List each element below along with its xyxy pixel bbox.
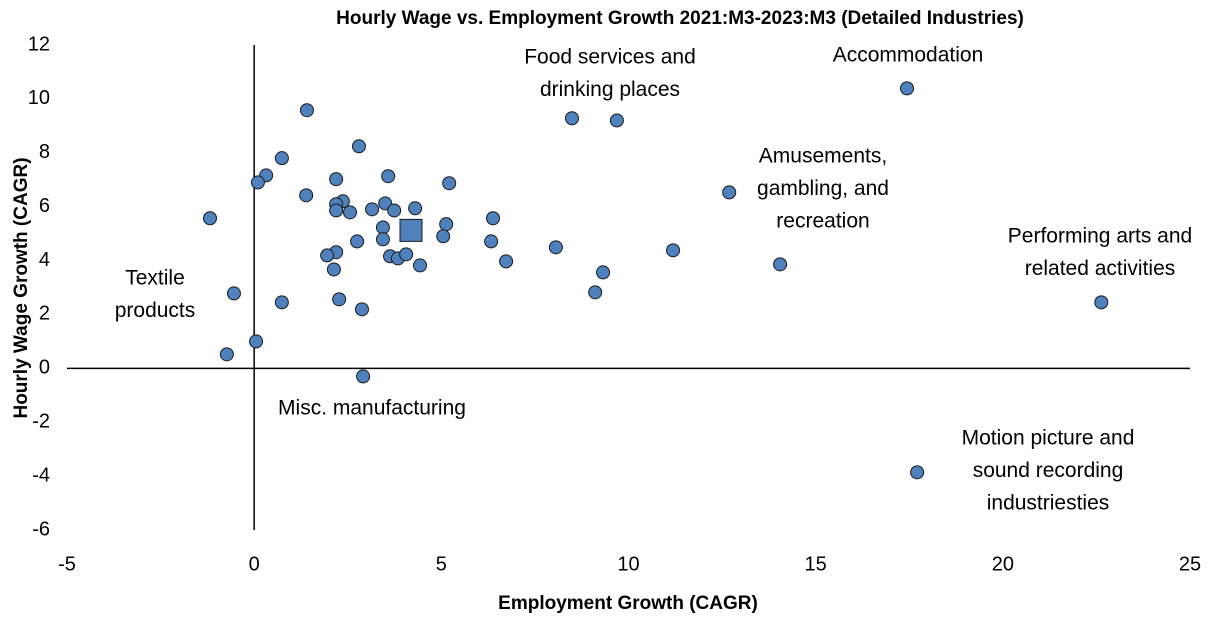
x-tick-label: 5 bbox=[436, 553, 447, 575]
annotation: Accommodation bbox=[833, 44, 984, 67]
point bbox=[226, 286, 241, 301]
point bbox=[354, 302, 369, 317]
point bbox=[484, 234, 499, 249]
annotation: Textile bbox=[125, 267, 185, 290]
annotation: Performing arts and bbox=[1008, 225, 1192, 248]
point bbox=[249, 334, 264, 349]
point bbox=[375, 220, 390, 235]
point bbox=[365, 202, 380, 217]
point bbox=[250, 175, 265, 190]
point bbox=[274, 295, 289, 310]
point bbox=[910, 465, 925, 480]
point bbox=[375, 232, 390, 247]
annotation: Misc. manufacturing bbox=[278, 397, 466, 420]
point bbox=[399, 247, 414, 262]
point bbox=[350, 234, 365, 249]
y-tick-label: -4 bbox=[32, 464, 50, 486]
point bbox=[274, 151, 289, 166]
point bbox=[299, 103, 314, 118]
point bbox=[722, 185, 737, 200]
point bbox=[320, 248, 335, 263]
x-tick-label: 20 bbox=[992, 553, 1014, 575]
x-tick-label: 15 bbox=[805, 553, 827, 575]
x-tick-label: 0 bbox=[249, 553, 260, 575]
y-tick-label: 8 bbox=[39, 141, 50, 163]
point bbox=[666, 243, 681, 258]
point bbox=[442, 176, 457, 191]
x-tick-label: 25 bbox=[1179, 553, 1201, 575]
x-axis-label: Employment Growth (CAGR) bbox=[498, 593, 758, 614]
y-tick-label: 6 bbox=[39, 195, 50, 217]
annotation: drinking places bbox=[540, 78, 680, 101]
point bbox=[326, 262, 341, 277]
annotation: recreation bbox=[776, 210, 869, 233]
y-tick-label: 2 bbox=[39, 303, 50, 325]
x-tick-label: 10 bbox=[617, 553, 639, 575]
point bbox=[900, 81, 915, 96]
point bbox=[342, 205, 357, 220]
point bbox=[329, 203, 344, 218]
point bbox=[356, 369, 371, 384]
point bbox=[408, 201, 423, 216]
point bbox=[588, 285, 603, 300]
annotation: industriesties bbox=[987, 492, 1110, 515]
x-tick-label: -5 bbox=[58, 553, 76, 575]
point bbox=[609, 113, 624, 128]
point bbox=[485, 211, 500, 226]
point bbox=[596, 265, 611, 280]
point bbox=[332, 292, 347, 307]
point bbox=[548, 240, 563, 255]
annotation: Food services and bbox=[524, 46, 696, 69]
y-axis-label: Hourly Wage Growth (CAGR) bbox=[11, 157, 32, 418]
point bbox=[499, 254, 514, 269]
point bbox=[351, 139, 366, 154]
y-tick-label: 4 bbox=[39, 249, 50, 271]
point bbox=[439, 217, 454, 232]
point bbox=[387, 203, 402, 218]
point bbox=[399, 218, 423, 242]
point bbox=[202, 211, 217, 226]
annotation: Amusements, bbox=[759, 145, 887, 168]
annotation: products bbox=[115, 299, 196, 322]
y-tick-label: 0 bbox=[39, 357, 50, 379]
point bbox=[412, 258, 427, 273]
annotation: Motion picture and bbox=[962, 427, 1135, 450]
point bbox=[381, 169, 396, 184]
chart-title: Hourly Wage vs. Employment Growth 2021:M… bbox=[336, 8, 1024, 29]
point bbox=[299, 188, 314, 203]
point bbox=[773, 257, 788, 272]
y-tick-label: -2 bbox=[32, 411, 50, 433]
point bbox=[436, 229, 451, 244]
point bbox=[219, 347, 234, 362]
point bbox=[329, 172, 344, 187]
y-tick-label: 10 bbox=[28, 87, 50, 109]
y-tick-label: -6 bbox=[32, 518, 50, 540]
y-tick-label: 12 bbox=[28, 33, 50, 55]
annotation: sound recording bbox=[973, 459, 1124, 482]
point bbox=[564, 111, 579, 126]
point bbox=[1094, 295, 1109, 310]
annotation: gambling, and bbox=[757, 177, 889, 200]
annotation: related activities bbox=[1025, 257, 1176, 280]
